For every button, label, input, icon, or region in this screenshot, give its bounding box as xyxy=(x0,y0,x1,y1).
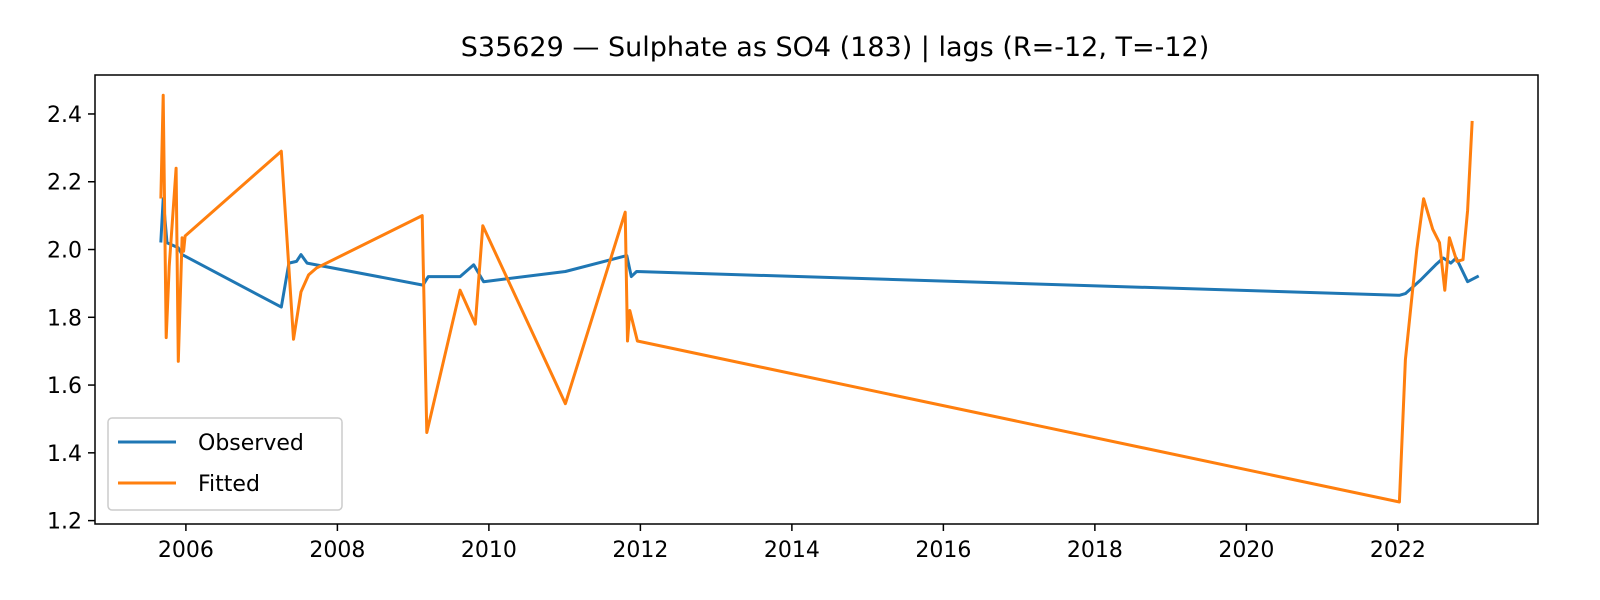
x-tick-label: 2008 xyxy=(309,538,365,563)
series-line-fitted xyxy=(159,93,1474,504)
x-tick-label: 2018 xyxy=(1067,538,1123,563)
axes-frame xyxy=(94,74,1539,525)
x-tick-label: 2016 xyxy=(915,538,971,563)
y-tick-label: 1.4 xyxy=(47,442,82,467)
x-tick-label: 2006 xyxy=(158,538,214,563)
y-tick-label: 1.2 xyxy=(47,510,82,535)
axes: 2006 2008 2010 2012 2014 2016 2018 2020 2022 1.2 1… xyxy=(47,74,1539,563)
legend: Observed Fitted xyxy=(107,417,343,511)
y-tick-label: 2.4 xyxy=(47,103,82,128)
plot-area xyxy=(159,93,1480,504)
chart-title: S35629 — Sulphate as SO4 (183) | lags (R… xyxy=(461,32,1210,63)
y-tick-label: 1.8 xyxy=(47,306,82,331)
x-tick-label: 2012 xyxy=(612,538,668,563)
x-tick-label: 2020 xyxy=(1218,538,1274,563)
y-tick-label: 2.2 xyxy=(47,171,82,196)
x-tick-label: 2010 xyxy=(461,538,517,563)
x-tick-label: 2022 xyxy=(1370,538,1426,563)
x-tick-label: 2014 xyxy=(764,538,820,563)
legend-label-observed: Observed xyxy=(198,431,304,456)
y-tick-label: 1.6 xyxy=(47,374,82,399)
legend-label-fitted: Fitted xyxy=(198,472,260,497)
y-tick-label: 2.0 xyxy=(47,239,82,264)
